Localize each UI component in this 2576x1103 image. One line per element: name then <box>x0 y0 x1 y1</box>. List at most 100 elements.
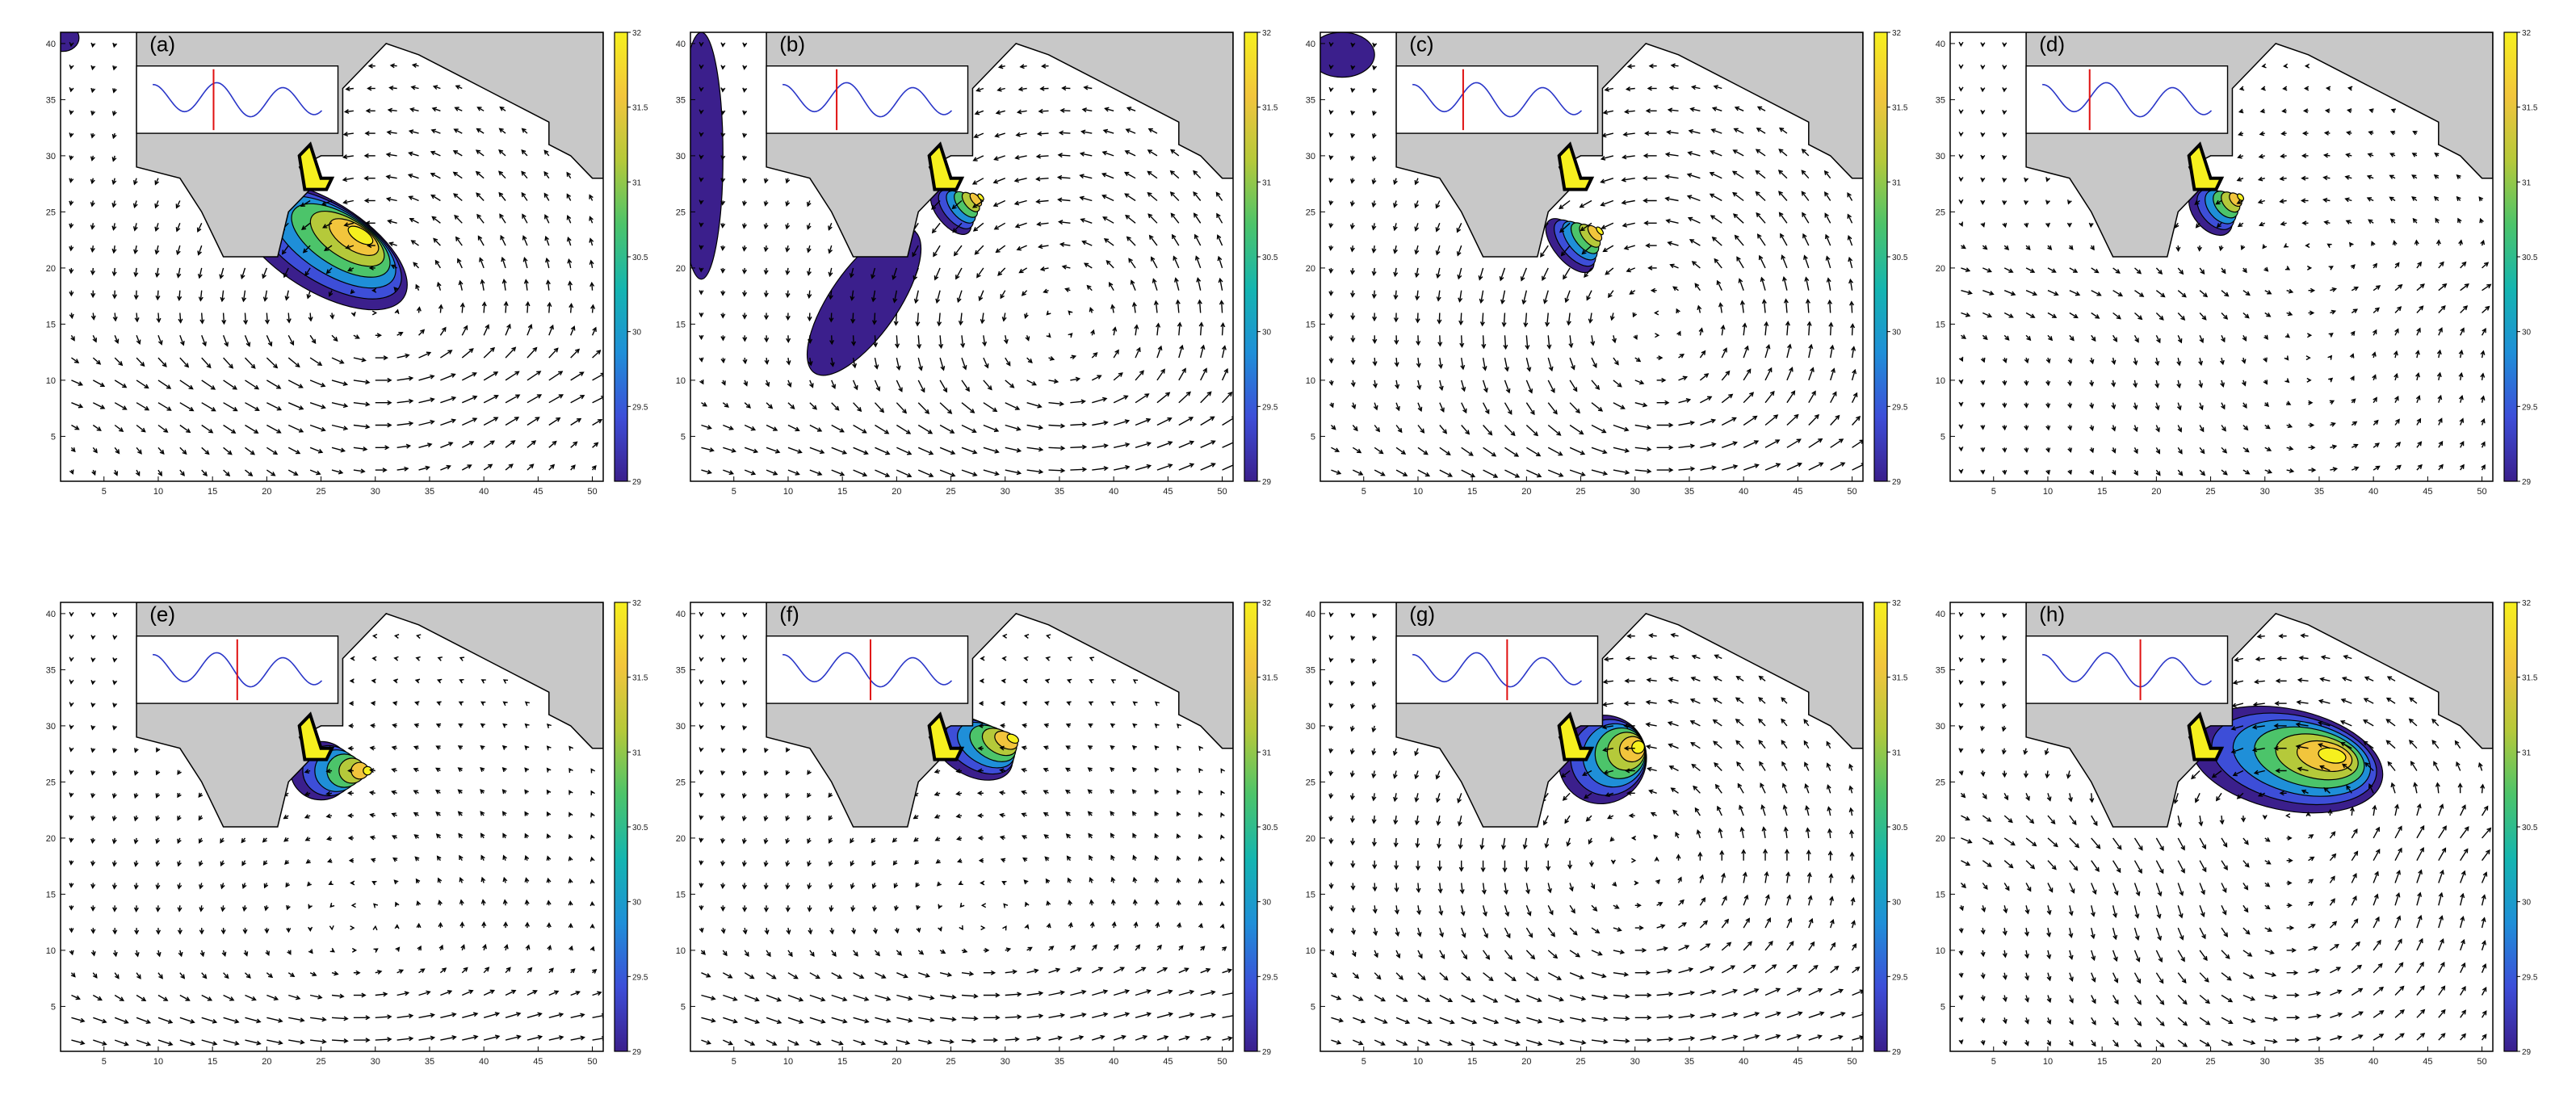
velocity-arrowhead <box>1602 247 1608 253</box>
velocity-arrowhead <box>523 279 529 284</box>
velocity-arrowhead <box>741 884 747 890</box>
velocity-arrowhead <box>745 951 749 958</box>
velocity-arrowhead <box>339 359 345 364</box>
velocity-arrow <box>1062 266 1071 269</box>
velocity-arrowhead <box>763 793 769 799</box>
velocity-arrow <box>331 469 343 474</box>
velocity-arrow <box>701 424 711 430</box>
velocity-arrow <box>1417 469 1430 477</box>
velocity-arrowhead <box>1579 430 1584 435</box>
velocity-arrow <box>939 335 942 348</box>
velocity-arrow <box>1416 267 1419 277</box>
velocity-arrow <box>2177 380 2180 388</box>
colorbar-tick-label: 29 <box>1892 478 1902 487</box>
panel-3: (c)5 10 15 20 25 30 35 40 45 50510152025303540292… <box>1306 29 1908 497</box>
velocity-arrowhead <box>546 745 552 751</box>
velocity-arrow <box>157 402 171 411</box>
x-tick-label: 10 <box>783 1057 793 1067</box>
velocity-arrow <box>114 357 123 366</box>
velocity-arrow <box>546 258 550 269</box>
velocity-arrow <box>331 447 345 452</box>
velocity-arrow <box>1015 222 1027 228</box>
velocity-arrowhead <box>1039 86 1045 91</box>
velocity-arrowhead <box>1157 944 1162 950</box>
velocity-arrowhead <box>851 341 857 346</box>
velocity-arrow <box>939 357 945 371</box>
velocity-arrow <box>114 1039 128 1046</box>
velocity-arrowhead <box>785 862 791 867</box>
velocity-arrowhead <box>480 811 485 816</box>
velocity-arrowhead <box>136 339 141 345</box>
velocity-arrowhead <box>1424 472 1431 477</box>
velocity-arrowhead <box>2072 268 2079 273</box>
velocity-arrowhead <box>699 770 704 775</box>
velocity-arrow <box>1547 447 1563 456</box>
panel-2: (b)5 10 15 20 25 30 35 40 45 50510152025303540292… <box>676 29 1278 497</box>
velocity-arrowhead <box>2111 382 2117 388</box>
velocity-arrowhead <box>1958 199 1964 205</box>
velocity-arrowhead <box>820 1019 826 1024</box>
velocity-arrow <box>409 174 419 179</box>
velocity-arrowhead <box>180 974 186 979</box>
velocity-arrowhead <box>1614 360 1619 366</box>
velocity-arrowhead <box>262 837 267 843</box>
velocity-arrowhead <box>132 226 138 232</box>
velocity-arrow <box>2003 290 2016 296</box>
velocity-arrow <box>157 357 167 367</box>
velocity-arrowhead <box>699 883 704 888</box>
velocity-arrow <box>453 150 463 157</box>
velocity-arrowhead <box>1414 179 1420 186</box>
velocity-arrow <box>1216 213 1223 224</box>
velocity-arrowhead <box>976 791 983 796</box>
velocity-arrowhead <box>2347 86 2353 91</box>
velocity-arrowhead <box>1621 177 1626 182</box>
velocity-arrowhead <box>699 860 704 866</box>
velocity-arrowhead <box>435 723 442 728</box>
velocity-arrowhead <box>1169 170 1175 175</box>
velocity-arrowhead <box>503 300 509 306</box>
velocity-arrowhead <box>972 226 979 232</box>
velocity-arrow <box>896 447 912 455</box>
velocity-arrowhead <box>388 85 394 90</box>
velocity-arrow <box>896 357 900 370</box>
velocity-arrowhead <box>503 921 509 927</box>
velocity-arrow <box>1092 444 1108 448</box>
velocity-arrowhead <box>1181 367 1186 373</box>
velocity-arrow <box>939 447 955 455</box>
velocity-arrowhead <box>1755 191 1760 196</box>
velocity-arrowhead <box>2311 468 2317 473</box>
velocity-arrowhead <box>1465 430 1471 435</box>
velocity-arrowhead <box>219 274 224 279</box>
velocity-arrowhead <box>720 929 726 934</box>
velocity-arrowhead <box>1000 858 1006 863</box>
velocity-arrowhead <box>489 346 496 352</box>
velocity-arrowhead <box>69 86 74 93</box>
velocity-arrowhead <box>1154 899 1160 905</box>
y-tick-label: 5 <box>681 432 686 442</box>
velocity-arrowhead <box>140 362 145 367</box>
velocity-arrow <box>1194 213 1202 224</box>
velocity-arrow <box>1591 469 1607 475</box>
velocity-arrow <box>1461 447 1474 456</box>
y-tick-label: 35 <box>46 665 56 675</box>
colorbar-tick-label: 32 <box>1262 29 1272 38</box>
velocity-arrow <box>1504 402 1512 415</box>
velocity-arrowhead <box>699 815 704 820</box>
velocity-arrowhead <box>2024 222 2029 229</box>
velocity-arrowhead <box>1485 409 1490 415</box>
velocity-arrowhead <box>1328 380 1334 386</box>
velocity-arrowhead <box>2439 261 2444 266</box>
velocity-arrow <box>1374 469 1385 476</box>
velocity-arrowhead <box>1104 107 1110 112</box>
velocity-arrow <box>396 1038 413 1041</box>
velocity-arrowhead <box>951 994 957 1000</box>
velocity-arrowhead <box>1046 900 1051 906</box>
velocity-arrow <box>1687 195 1701 202</box>
velocity-arrow <box>136 1017 150 1024</box>
velocity-arrowhead <box>1731 417 1737 422</box>
velocity-arrowhead <box>480 789 485 795</box>
velocity-arrowhead <box>480 701 486 707</box>
axes-frame <box>690 602 1234 1052</box>
velocity-arrowhead <box>699 792 704 798</box>
velocity-arrowhead <box>224 342 229 347</box>
